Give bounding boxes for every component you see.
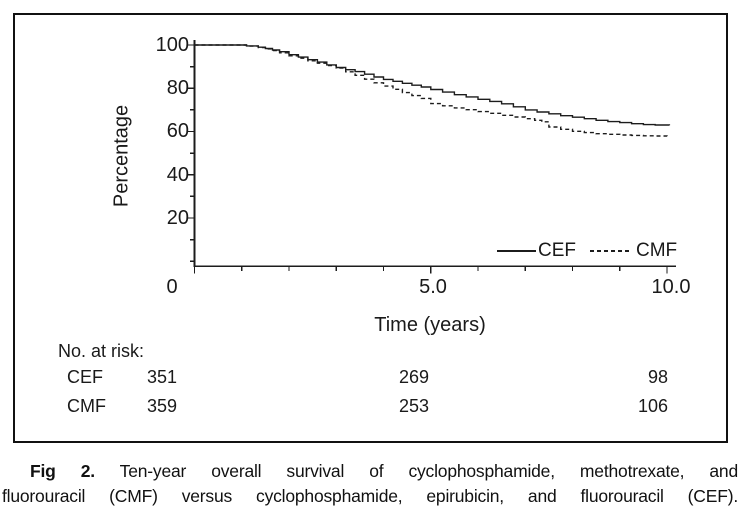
at-risk-row-label: CEF — [67, 367, 103, 387]
x-tick-label-10: 10.0 — [651, 276, 691, 298]
x-axis-title: Time (years) — [374, 314, 486, 336]
at-risk-count: 98 — [647, 367, 668, 387]
at-risk-row-label: CMF — [67, 396, 106, 416]
y-tick-label-20: 20 — [166, 207, 189, 229]
legend-dashed-line-icon — [590, 250, 629, 252]
at-risk-count: 106 — [637, 396, 668, 416]
caption-fig-number: Fig 2. — [30, 461, 95, 481]
at-risk-count: 359 — [146, 396, 177, 416]
y-tick-label-60: 60 — [166, 120, 189, 142]
at-risk-count: 351 — [146, 367, 177, 387]
figure-caption: Fig 2. Ten-year overall survival of cycl… — [2, 459, 738, 509]
y-tick-label-40: 40 — [166, 164, 189, 186]
x-tick-label-0: 0 — [166, 276, 178, 298]
plot-legend: CEF CMF — [497, 240, 677, 262]
legend-label-cmf: CMF — [636, 240, 678, 261]
caption-text: Ten-year overall survival of cyclophosph… — [119, 461, 739, 481]
at-risk-count: 269 — [398, 367, 429, 387]
x-tick-label-5: 5.0 — [419, 276, 447, 298]
y-tick-label-100: 100 — [155, 34, 189, 56]
caption-line-2: fluorouracil (CMF) versus cyclophosphami… — [2, 486, 738, 506]
y-tick-label-80: 80 — [166, 77, 189, 99]
at-risk-count: 253 — [398, 396, 429, 416]
at-risk-heading: No. at risk: — [58, 341, 145, 361]
legend-solid-line-icon — [497, 250, 536, 252]
caption-line-1: Fig 2. Ten-year overall survival of cycl… — [2, 459, 738, 484]
at-risk-row-cef: CEF 351 269 98 — [0, 367, 740, 387]
at-risk-row-cmf: CMF 359 253 106 — [0, 396, 740, 416]
legend-label-cef: CEF — [538, 240, 576, 261]
